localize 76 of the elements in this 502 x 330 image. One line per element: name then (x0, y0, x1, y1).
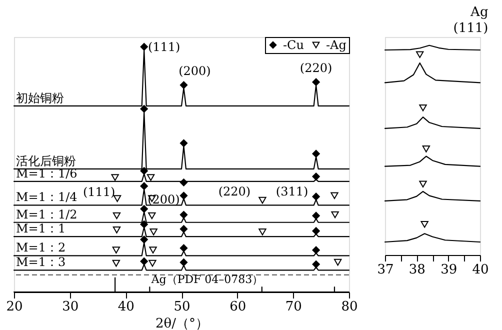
x-tick-label: 40 (118, 300, 134, 314)
point (140, 257, 148, 266)
point (140, 205, 148, 213)
point (258, 196, 266, 204)
annotation: (111) (82, 185, 116, 200)
x-tick-label: 39 (440, 262, 458, 278)
point (312, 172, 320, 180)
point (148, 212, 156, 220)
point (180, 139, 188, 148)
series-label: 初始铜粉 (16, 90, 64, 105)
x-tick-label: 38 (408, 262, 426, 278)
annotation: (200) (148, 192, 180, 207)
x-tick-label: 37 (377, 262, 394, 278)
x-tick-label: 20 (6, 300, 23, 314)
series-label: M=1：1 (16, 222, 66, 236)
annotation: (111) (148, 40, 180, 54)
point (112, 226, 121, 234)
x-tick-label: 60 (230, 300, 246, 314)
x-tick-label: 70 (285, 300, 302, 314)
annotation: (311) (276, 184, 308, 199)
point (312, 192, 320, 200)
point (150, 228, 158, 236)
point (312, 260, 320, 268)
point (312, 246, 320, 254)
point (180, 225, 188, 233)
x-tick-label: 50 (174, 300, 190, 314)
point (112, 246, 120, 254)
point (312, 150, 320, 158)
point (140, 104, 148, 113)
point (180, 81, 188, 89)
point (312, 227, 320, 235)
point (180, 192, 188, 200)
point (180, 258, 188, 266)
point (330, 192, 338, 200)
point (180, 244, 188, 252)
point (111, 174, 119, 181)
annotation: (220) (300, 61, 332, 76)
series-label: M=1：1/4 (16, 190, 78, 204)
annotation: Ag（PDF 04–0783） (150, 273, 264, 286)
point (148, 260, 156, 267)
series-label: 活化后铜粉 (16, 154, 76, 168)
point (113, 195, 122, 202)
series-label: M=1：2 (16, 240, 66, 255)
point (149, 246, 157, 254)
point (331, 211, 339, 218)
series-label: M=1：1/2 (16, 207, 78, 222)
point (140, 220, 148, 228)
point (416, 51, 424, 58)
point (312, 212, 320, 220)
point (140, 236, 148, 244)
annotation: (200) (178, 64, 211, 78)
x-tick-label: 80 (341, 300, 358, 314)
legend-label: -Ag (326, 38, 347, 52)
point (112, 212, 121, 220)
point (180, 210, 188, 219)
point (312, 78, 320, 86)
point (419, 180, 427, 188)
x-tick-label: 40 (472, 262, 489, 278)
point (140, 167, 148, 175)
point (422, 146, 430, 152)
series-label: M=1：3 (16, 255, 66, 270)
point (420, 220, 428, 228)
point (112, 260, 120, 267)
point (419, 104, 427, 112)
legend-label: -Cu (283, 38, 304, 52)
chart-subtitle: (111) (453, 21, 488, 36)
x-tick-label: 30 (62, 300, 79, 314)
point (140, 182, 148, 190)
point (334, 258, 342, 266)
point (180, 178, 188, 186)
point (140, 42, 148, 51)
point (146, 174, 155, 181)
x-axis-title: 2θ/（°） (156, 316, 208, 330)
point (258, 228, 266, 236)
annotation: (220) (218, 184, 251, 198)
chart-title: Ag (470, 5, 488, 20)
